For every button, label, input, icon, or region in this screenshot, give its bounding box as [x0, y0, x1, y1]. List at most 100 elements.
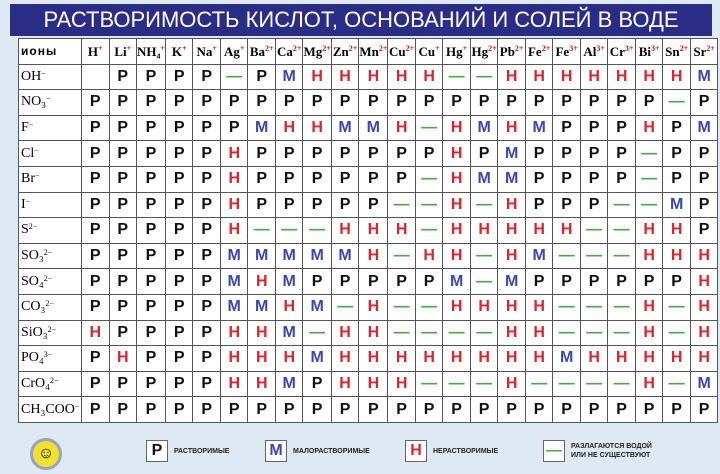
solubility-cell: Р: [164, 165, 194, 193]
solubility-cell: Н: [634, 114, 664, 142]
anion-symbol-charge: 2−: [43, 248, 53, 258]
solubility-cell: —: [524, 370, 554, 398]
solubility-cell: М: [469, 165, 499, 193]
solubility-cell: Р: [247, 89, 276, 116]
solubility-cell: Р: [552, 268, 581, 295]
anion-symbol-charge: −: [28, 120, 34, 130]
solubility-cell: Р: [524, 268, 554, 295]
solubility-cell: Р: [192, 114, 221, 142]
solubility-cell: Н: [552, 63, 581, 91]
solubility-cell: Р: [662, 268, 691, 295]
solubility-cell: Р: [108, 370, 137, 398]
anion-label: CrO₄2−: [18, 370, 82, 398]
solubility-cell: Н: [387, 63, 416, 91]
anion-label: CH₃COO−: [18, 396, 82, 423]
anion-symbol-charge: −: [46, 94, 51, 104]
solubility-cell: Р: [634, 89, 664, 116]
anion-symbol: S: [21, 222, 29, 238]
cation-symbol-charge: 3+: [569, 43, 578, 53]
cation-header: Ba2+: [247, 38, 276, 65]
cation-symbol: Ag: [223, 43, 240, 59]
cation-symbol: Na: [196, 43, 213, 59]
solubility-cell: Р: [136, 242, 166, 270]
solubility-cell: Р: [358, 140, 389, 167]
solubility-cell: Н: [634, 370, 664, 398]
table-row: SiO₃2− Н Р Р Р Р Н Н М — Н Н — — — — Н Н — — — Н — Н: [18, 319, 719, 347]
anion-symbol-charge: 2−: [47, 324, 57, 334]
legend-item: М МАЛОРАСТВОРИМЫЕ: [265, 440, 370, 462]
solubility-cell: Р: [662, 114, 691, 142]
solubility-cell: Н: [497, 242, 526, 270]
cation-symbol: Ca: [276, 43, 293, 59]
cation-symbol-charge: 3+: [596, 43, 605, 53]
anion-symbol-charge: −: [34, 145, 39, 155]
legend-item: — РАЗЛАГАЮТСЯ ВОДОЙ ИЛИ НЕ СУЩЕСТВУЮТ: [543, 440, 663, 462]
solubility-cell: —: [607, 217, 636, 244]
solubility-cell: Н: [219, 217, 249, 244]
solubility-cell: Р: [387, 140, 416, 167]
solubility-cell: Р: [387, 396, 416, 423]
cation-header: Bi3+: [634, 38, 664, 65]
solubility-cell: Р: [247, 140, 276, 167]
solubility-cell: Р: [358, 89, 389, 116]
anion-label: S2−: [18, 217, 82, 244]
solubility-cell: —: [414, 319, 444, 347]
solubility-cell: Р: [192, 293, 221, 321]
solubility-cell: Р: [414, 396, 444, 423]
table-row: SO₃2− Р Р Р Р Р М М М М М Н — Н Н — Н М — — — Н Н Н: [18, 242, 719, 270]
cation-symbol: NH₄: [137, 43, 161, 59]
solubility-cell: Н: [634, 319, 664, 347]
solubility-cell: Н: [330, 370, 360, 398]
solubility-cell: Р: [524, 191, 554, 219]
solubility-cell: Н: [330, 217, 360, 244]
solubility-cell: Р: [192, 242, 221, 270]
cation-symbol: Pb: [499, 43, 515, 59]
solubility-cell: Р: [302, 396, 332, 423]
cation-symbol-charge: +: [98, 43, 103, 53]
solubility-cell: Р: [579, 114, 609, 142]
anion-symbol-charge: 2−: [28, 222, 38, 232]
cation-symbol: Li: [114, 43, 127, 59]
solubility-cell: Н: [497, 114, 526, 142]
solubility-cell: М: [330, 114, 360, 142]
solubility-cell: Р: [164, 242, 194, 270]
solubility-cell: Н: [469, 293, 499, 321]
solubility-cell: Р: [192, 396, 221, 423]
solubility-cell: Р: [247, 63, 276, 91]
solubility-cell: М: [552, 345, 581, 372]
solubility-cell: Р: [662, 165, 691, 193]
anion-symbol-charge: 3−: [43, 350, 53, 360]
solubility-cell: Н: [358, 63, 389, 91]
cation-symbol: Sr: [693, 43, 707, 59]
solubility-cell: Р: [164, 114, 194, 142]
solubility-cell: —: [662, 293, 691, 321]
anion-label: NO₃−: [18, 89, 82, 116]
solubility-cell: М: [219, 242, 249, 270]
table-row: SO₄2− Р Р Р Р Р М Н М Р Р Р Р Р М — М Р Р Р Р Р Р Н: [18, 268, 719, 295]
anion-label: SO₄2−: [18, 268, 82, 295]
cation-symbol-charge: 2+: [541, 43, 551, 53]
solubility-cell: Р: [108, 242, 137, 270]
solubility-cell: Р: [662, 140, 691, 167]
cation-symbol-charge: +: [239, 43, 245, 53]
legend-text: НЕРАСТВОРИМЫЕ: [433, 447, 499, 455]
anion-symbol-charge: 2−: [45, 299, 54, 309]
anion-label: CO₃2−: [18, 293, 82, 321]
page-title: РАСТВОРИМОСТЬ КИСЛОТ, ОСНОВАНИЙ И СОЛЕЙ …: [10, 4, 712, 36]
solubility-cell: Р: [497, 396, 526, 423]
solubility-cell: Р: [136, 293, 166, 321]
solubility-cell: Р: [108, 165, 137, 193]
legend-text: МАЛОРАСТВОРИМЫЕ: [293, 447, 370, 455]
cation-symbol: Hg: [446, 43, 463, 59]
solubility-cell: —: [579, 242, 609, 270]
table-row: CH₃COO− Р Р Р Р Р Р Р Р Р Р Р Р Р Р Р Р Р Р Р Р Р Р Р: [18, 396, 719, 423]
solubility-cell: —: [442, 63, 471, 91]
solubility-cell: Р: [81, 293, 110, 321]
solubility-cell: Н: [497, 293, 526, 321]
solubility-cell: —: [414, 370, 444, 398]
solubility-cell: Р: [108, 319, 137, 347]
solubility-cell: Н: [247, 319, 276, 347]
cation-header: Cr3+: [607, 38, 636, 65]
solubility-cell: Р: [302, 370, 332, 398]
cation-header: H+: [81, 38, 110, 65]
